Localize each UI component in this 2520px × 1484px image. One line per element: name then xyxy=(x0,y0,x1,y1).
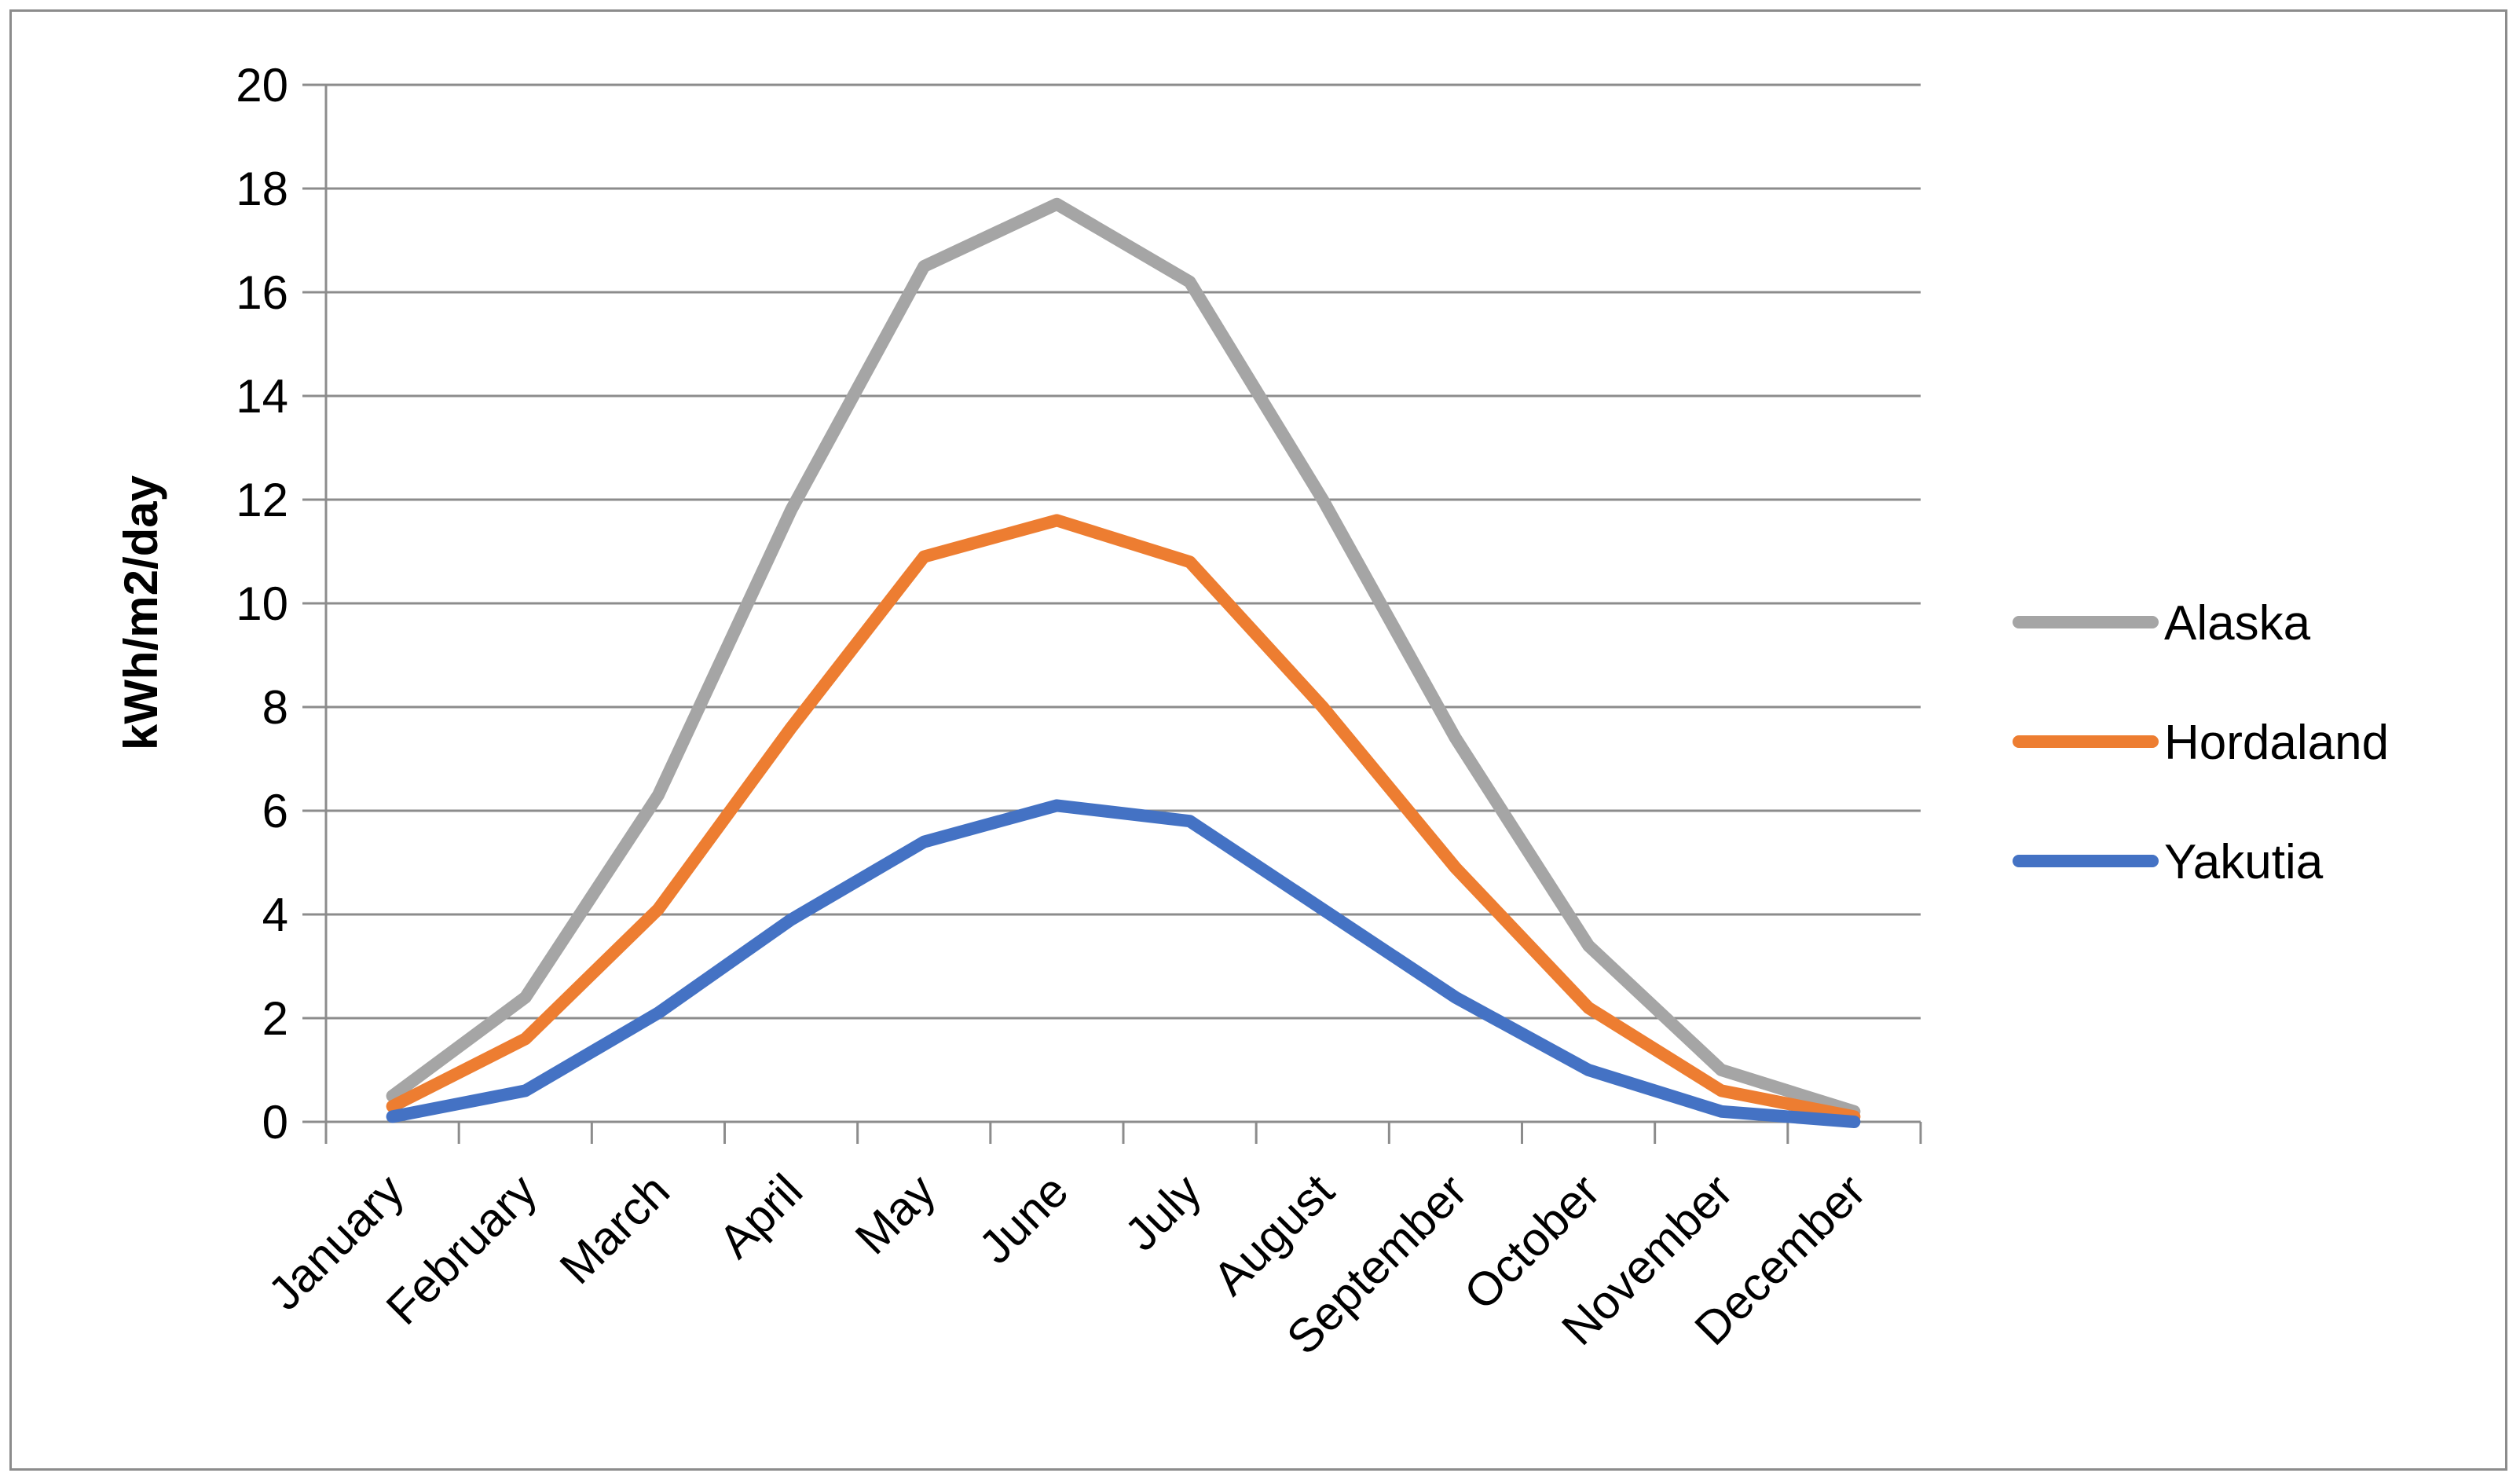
x-tick-label: March xyxy=(550,1164,679,1294)
series-line-yakutia xyxy=(386,799,1861,1128)
y-tick-label: 10 xyxy=(236,577,288,630)
x-tick-label: July xyxy=(1115,1164,1211,1261)
y-tick-label: 18 xyxy=(236,163,288,215)
gridlines xyxy=(302,83,1921,1123)
axes xyxy=(324,85,1922,1144)
y-tick-label: 14 xyxy=(236,370,288,423)
y-tick-label: 12 xyxy=(236,474,288,526)
y-tick-label: 16 xyxy=(236,266,288,319)
y-tick-label: 2 xyxy=(262,992,288,1045)
y-tick-label: 20 xyxy=(236,59,288,112)
series-line-hordaland xyxy=(386,514,1861,1123)
x-tick-label: May xyxy=(845,1164,946,1265)
y-tick-labels: 0 2 4 6 8 10 12 14 16 18 20 xyxy=(236,59,288,1149)
series-line-alaska xyxy=(386,197,1861,1118)
legend-label: Yakutia xyxy=(2164,835,2324,889)
legend-label: Alaska xyxy=(2164,596,2311,650)
x-tick-label: June xyxy=(969,1164,1078,1273)
y-axis-label: kWh/m2/day xyxy=(115,475,167,750)
x-tick-label: April xyxy=(709,1164,812,1268)
legend: Alaska Hordaland Yakutia xyxy=(2013,596,2389,889)
y-tick-label: 8 xyxy=(262,681,288,734)
y-tick-label: 4 xyxy=(262,889,288,941)
series-lines xyxy=(386,197,1861,1128)
y-tick-label: 0 xyxy=(262,1096,288,1149)
y-tick-label: 6 xyxy=(262,785,288,837)
legend-label: Hordaland xyxy=(2164,716,2389,770)
